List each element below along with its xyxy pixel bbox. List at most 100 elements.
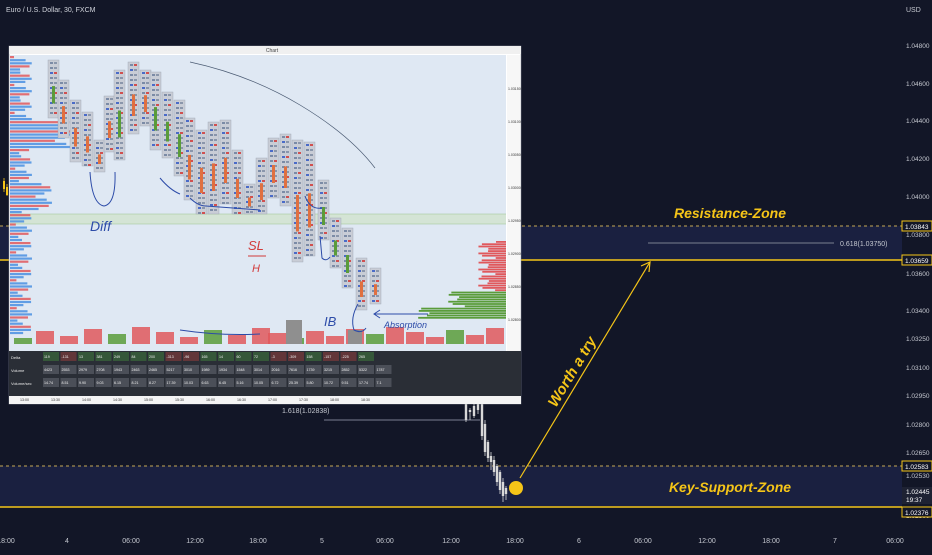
stats-cell: 2852 [342,368,350,372]
stats-cell: 2553 [62,368,70,372]
stats-cell: 3215 [324,368,332,372]
footprint-bar [369,267,382,305]
time-tick-label: 18:00 [762,538,780,545]
stats-cell: 158 [307,355,313,359]
stats-cell: 9.03 [97,381,104,385]
profile-bar [10,59,26,62]
time-tick-label: 18:00 [506,538,524,545]
entry-point-marker[interactable] [509,481,523,495]
profile-bar [10,56,14,59]
inset-plot-footer [10,345,506,351]
stats-cell-bg [43,378,59,387]
stats-cell: -225 [342,355,349,359]
stats-cell: 1548 [237,368,245,372]
stats-cell-bg [78,365,94,374]
right-profile-bar [457,298,506,301]
profile-bar [10,121,70,124]
inset-price-tick: 1.02800 [508,318,521,322]
stats-cell-bg [130,352,147,361]
price-tick-label: 1.02650 [906,450,930,457]
price-tick-label: 1.03250 [906,336,930,343]
profile-bar [10,62,32,65]
price-tick-label: 1.04400 [906,118,930,125]
projection-arrow[interactable] [519,261,651,479]
footprint-bar [81,111,94,167]
right-profile-bar [481,275,506,278]
time-axis-ticks: 18:00 4 06:00 12:00 18:00 5 06:00 12:00 18:00 6 06… [0,538,904,545]
footprint-bar [219,119,232,205]
profile-bar [10,251,17,254]
volume-bar [406,332,424,344]
candle [495,464,499,486]
profile-bar [10,173,32,176]
stats-cell-bg [148,352,164,361]
stats-cell: 3010 [184,368,192,372]
footprint-bar [303,141,316,257]
profile-bar [10,186,51,189]
stats-cell-bg [95,378,112,387]
stats-cell-bg [43,352,59,361]
time-tick-label: 6 [577,538,581,545]
volume-bar [132,327,150,344]
volume-bar [486,328,504,344]
footprint-bar [183,117,196,201]
time-tick-label: 12:00 [186,538,204,545]
inset-time-axis [9,396,521,404]
volume-bar [446,330,464,344]
price-badge: 1.03843 [901,220,932,232]
stats-cell-bg [165,352,182,361]
profile-bar [10,313,32,316]
right-profile-bar [482,287,506,289]
stats-cell-bg [60,378,77,387]
stats-cell-bg [305,352,322,361]
profile-bar [10,133,72,136]
stats-cell: 13 [79,355,83,359]
profile-bar [10,232,29,235]
right-profile-bar [418,316,506,319]
profile-bar [10,124,60,127]
right-profile-bar [478,268,506,271]
stats-cell: 200 [149,355,155,359]
stats-cell-bg [305,365,322,374]
time-tick-label: 18:00 [249,538,267,545]
symbol-title: Euro / U.S. Dollar, 30, FXCM [6,7,96,14]
inset-right-profile [418,241,506,319]
support-zone-fill [0,466,902,507]
footprint-bar [47,59,60,119]
stats-cell-bg [218,378,234,387]
stats-cell-bg [60,352,77,361]
stats-cell-bg [323,378,339,387]
price-axis[interactable] [902,0,932,550]
profile-bar [10,139,55,142]
profile-bar [10,273,32,276]
volume-bar [306,331,324,344]
stats-cell-bg [218,352,234,361]
profile-bar [10,304,24,307]
stats-cell: -313 [167,355,174,359]
stats-cell: -131 [62,355,69,359]
right-profile-bar [478,284,506,287]
profile-bar [10,192,45,195]
stats-cell: 17.39 [167,381,176,385]
price-badge-label: 1.02376 [905,510,929,517]
time-axis[interactable] [0,530,902,550]
profile-bar [10,220,25,223]
inset-price-tick: 1.03150 [508,87,521,91]
stats-cell-bg [270,378,287,387]
stats-cell-bg [270,365,287,374]
right-profile-bar [495,273,506,275]
profile-bar [10,96,20,99]
profile-bar [10,164,25,167]
candle [492,456,496,476]
support-zone-label: Key-Support-Zone [669,479,791,495]
stats-cell-bg [148,378,164,387]
volume-bar [426,337,444,344]
stats-cell: 6.63 [202,381,209,385]
right-profile-bar [464,305,506,308]
profile-bar [10,130,70,133]
profile-bar [10,245,32,248]
profile-bar [10,198,47,201]
candle [3,178,5,192]
